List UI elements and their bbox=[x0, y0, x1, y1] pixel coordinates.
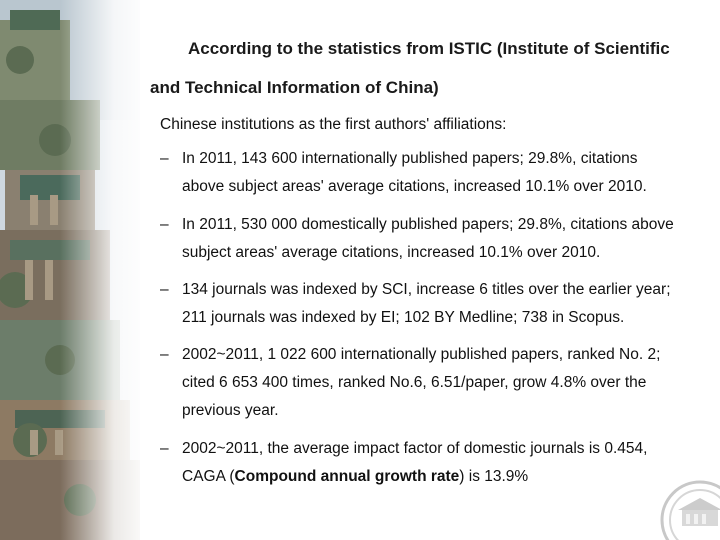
heading-line-2: and Technical Information of China) bbox=[150, 78, 439, 97]
bullet-text-bold: Compound annual growth rate bbox=[234, 468, 460, 485]
intro-text: Chinese institutions as the first author… bbox=[160, 116, 507, 133]
bullet-line: 211 journals was indexed by EI; 102 BY M… bbox=[182, 309, 625, 326]
bullet-line: 134 journals was indexed by SCI, increas… bbox=[182, 281, 671, 298]
bullet-line: subject areas' average citations, increa… bbox=[182, 244, 601, 261]
heading-line-1: According to the statistics from ISTIC (… bbox=[188, 39, 670, 58]
bullet-line: cited 6 653 400 times, ranked No.6, 6.51… bbox=[182, 374, 647, 391]
bullet-marker: – bbox=[160, 150, 169, 167]
bullet-marker: – bbox=[160, 440, 169, 457]
campus-photo-strip bbox=[0, 0, 140, 540]
bullet-marker: – bbox=[160, 216, 169, 233]
bullet-line: In 2011, 143 600 internationally publish… bbox=[182, 150, 638, 167]
bullet-line: In 2011, 530 000 domestically published … bbox=[182, 216, 674, 233]
bullet-text: CAGA ( bbox=[182, 468, 235, 485]
bullet-line: 2002~2011, the average impact factor of … bbox=[182, 440, 648, 457]
bullet-line: above subject areas' average citations, … bbox=[182, 178, 647, 195]
bullet-line: 2002~2011, 1 022 600 internationally pub… bbox=[182, 346, 661, 363]
bullet-line: previous year. bbox=[182, 402, 279, 419]
bullet-line: CAGA (Compound annual growth rate) is 13… bbox=[182, 468, 528, 486]
bullet-text: ) is 13.9% bbox=[459, 468, 529, 485]
bullet-marker: – bbox=[160, 281, 169, 298]
bullet-marker: – bbox=[160, 346, 169, 363]
university-seal bbox=[660, 480, 720, 540]
